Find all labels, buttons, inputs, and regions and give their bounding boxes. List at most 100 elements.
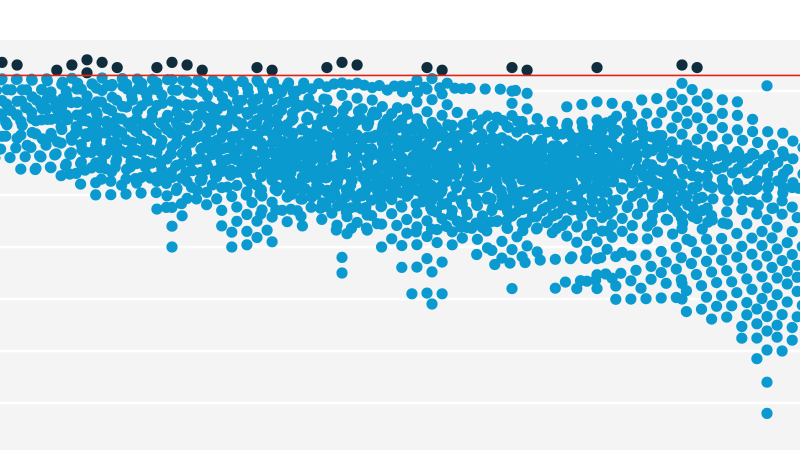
data-point-above-line xyxy=(196,64,208,76)
data-point xyxy=(206,102,218,114)
data-point xyxy=(761,311,773,323)
data-point xyxy=(696,191,708,203)
data-point-above-line xyxy=(521,64,533,76)
data-point xyxy=(600,135,613,147)
data-point xyxy=(786,249,798,261)
data-point xyxy=(370,129,382,141)
data-point xyxy=(696,123,708,135)
data-point xyxy=(360,222,373,234)
data-point xyxy=(511,126,523,138)
data-point xyxy=(616,225,628,237)
data-point xyxy=(761,407,773,419)
data-point xyxy=(190,120,202,132)
data-point xyxy=(411,239,423,251)
data-point xyxy=(241,225,253,237)
data-point xyxy=(691,147,703,159)
data-point xyxy=(721,311,733,323)
data-point xyxy=(645,260,657,272)
data-point xyxy=(360,132,373,144)
data-point xyxy=(496,132,508,144)
data-point xyxy=(45,127,57,140)
data-point xyxy=(45,113,57,125)
data-point xyxy=(762,126,774,138)
data-point xyxy=(666,122,678,134)
data-point xyxy=(626,108,638,120)
data-point xyxy=(510,206,522,218)
data-point-above-line xyxy=(11,59,23,71)
data-point xyxy=(549,282,561,294)
data-point xyxy=(255,169,267,181)
data-point xyxy=(560,150,572,162)
data-point xyxy=(676,128,688,140)
data-point xyxy=(591,236,603,248)
data-point xyxy=(446,239,458,251)
data-point xyxy=(215,132,227,144)
data-point xyxy=(90,82,102,94)
data-point xyxy=(216,182,228,194)
data-point xyxy=(395,200,407,212)
data-point xyxy=(746,232,758,244)
data-point xyxy=(201,186,213,198)
data-point xyxy=(545,154,557,166)
data-point xyxy=(716,290,728,302)
data-point xyxy=(747,126,759,138)
data-point xyxy=(626,190,638,202)
data-point xyxy=(306,99,318,111)
data-point xyxy=(411,96,423,108)
data-point xyxy=(485,216,497,228)
data-point xyxy=(676,223,688,235)
data-point xyxy=(471,233,483,245)
data-point xyxy=(391,134,403,146)
data-point xyxy=(520,144,532,156)
data-point xyxy=(700,233,713,245)
data-point xyxy=(777,127,789,139)
data-point xyxy=(55,121,67,133)
data-point xyxy=(49,149,61,161)
data-point xyxy=(461,206,473,218)
data-point xyxy=(401,227,413,239)
data-point xyxy=(411,74,423,86)
data-point xyxy=(371,109,383,121)
data-point-above-line xyxy=(166,56,178,68)
data-point xyxy=(626,220,638,232)
data-point xyxy=(521,87,533,99)
data-point xyxy=(135,187,147,199)
data-point xyxy=(519,256,531,269)
data-point xyxy=(321,81,333,93)
data-point xyxy=(751,259,763,271)
data-point xyxy=(736,320,748,333)
data-point xyxy=(425,136,437,149)
data-point xyxy=(440,198,452,210)
data-point xyxy=(410,198,422,210)
data-point xyxy=(229,150,241,162)
data-point xyxy=(340,115,352,127)
data-point xyxy=(216,220,228,232)
data-point xyxy=(421,83,433,95)
data-point xyxy=(236,76,248,88)
data-point xyxy=(475,161,487,173)
data-point xyxy=(401,103,413,115)
data-point xyxy=(641,107,653,119)
data-point xyxy=(686,84,698,96)
data-point xyxy=(670,241,682,253)
data-point xyxy=(300,166,312,178)
data-point xyxy=(761,80,773,92)
data-point xyxy=(186,87,198,99)
data-point xyxy=(411,207,423,219)
data-point xyxy=(666,158,678,170)
data-point xyxy=(29,163,41,176)
data-point xyxy=(220,119,232,131)
data-point xyxy=(707,193,719,205)
data-point xyxy=(366,94,378,106)
data-point xyxy=(75,109,87,121)
data-point xyxy=(160,177,172,189)
data-point xyxy=(94,162,106,174)
data-point xyxy=(596,197,608,209)
data-point xyxy=(771,221,783,233)
data-point xyxy=(706,113,718,125)
data-point xyxy=(656,198,668,210)
data-point xyxy=(36,84,48,96)
data-point xyxy=(700,291,713,303)
data-point xyxy=(746,283,758,295)
data-point xyxy=(761,214,773,226)
